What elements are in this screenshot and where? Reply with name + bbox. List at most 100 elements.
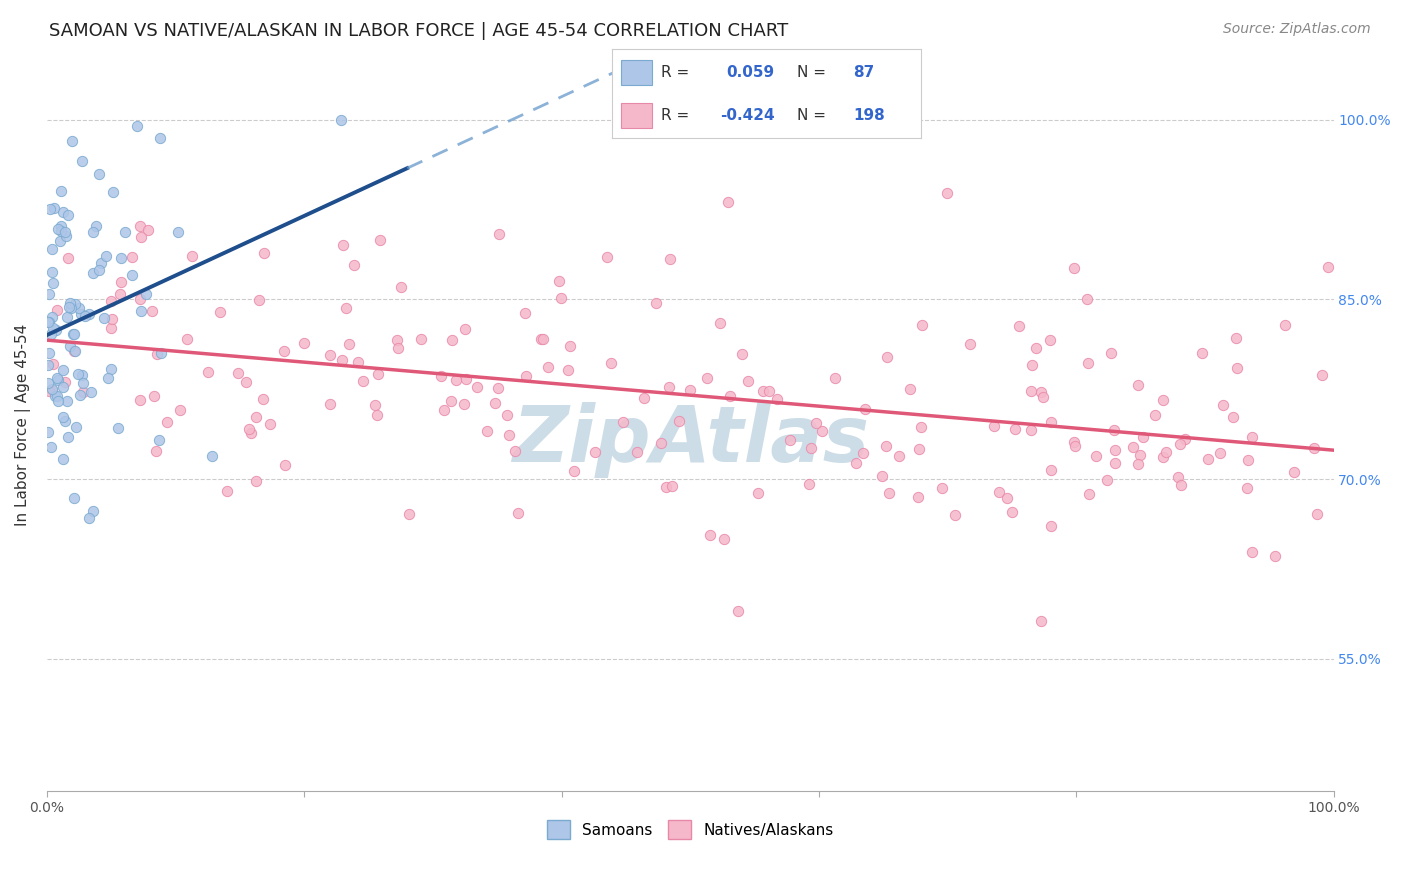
Point — [633, 392, 655, 406]
Text: N =: N = — [797, 108, 827, 122]
Point — [1170, 478, 1192, 492]
Point — [550, 291, 572, 305]
Point — [995, 491, 1018, 505]
Point — [56, 310, 79, 324]
Point — [46, 221, 69, 235]
Point — [1240, 430, 1263, 444]
Point — [148, 131, 170, 145]
Point — [659, 252, 682, 266]
Point — [94, 249, 117, 263]
Point — [239, 426, 262, 441]
Point — [810, 425, 832, 439]
Point — [1167, 470, 1189, 484]
Point — [97, 371, 120, 385]
Point — [557, 363, 579, 377]
Point — [910, 420, 932, 434]
Point — [39, 440, 62, 454]
Point — [46, 370, 69, 384]
Point — [46, 373, 69, 387]
Point — [1126, 458, 1149, 472]
Point — [441, 333, 464, 347]
Point — [887, 450, 910, 464]
Point — [37, 314, 59, 328]
Point — [142, 388, 165, 402]
Point — [718, 388, 741, 402]
Point — [515, 369, 537, 384]
Point — [69, 388, 91, 402]
Point — [41, 357, 63, 371]
Point — [129, 219, 152, 234]
Point — [41, 383, 63, 397]
Point — [877, 485, 900, 500]
Y-axis label: In Labor Force | Age 45-54: In Labor Force | Age 45-54 — [15, 324, 31, 526]
Text: -0.424: -0.424 — [720, 108, 775, 122]
Point — [343, 258, 366, 272]
Point — [1168, 437, 1191, 451]
Text: 198: 198 — [853, 108, 884, 122]
Point — [63, 343, 86, 358]
Point — [1306, 508, 1329, 522]
Point — [73, 309, 96, 323]
Point — [758, 384, 780, 399]
Point — [87, 167, 110, 181]
Point — [898, 382, 921, 396]
Point — [1274, 318, 1296, 332]
Point — [1282, 465, 1305, 479]
Point — [959, 336, 981, 351]
Point — [70, 307, 93, 321]
Point — [1222, 410, 1244, 425]
Point — [747, 485, 769, 500]
Point — [70, 153, 93, 168]
Point — [56, 393, 79, 408]
Point — [63, 327, 86, 342]
Point — [486, 381, 509, 395]
Point — [411, 332, 433, 346]
Point — [352, 374, 374, 388]
Point — [907, 490, 929, 504]
Point — [727, 603, 749, 617]
Point — [498, 427, 520, 442]
Point — [129, 392, 152, 407]
Point — [488, 227, 510, 241]
Point — [330, 112, 353, 127]
Point — [1076, 293, 1098, 307]
Point — [1039, 333, 1062, 347]
Point — [41, 242, 63, 256]
Point — [496, 409, 519, 423]
Point — [330, 352, 353, 367]
Point — [42, 201, 65, 215]
Point — [1241, 545, 1264, 559]
Point — [197, 366, 219, 380]
Point — [853, 402, 876, 417]
Point — [292, 335, 315, 350]
Point — [37, 376, 59, 390]
Point — [1085, 449, 1108, 463]
Point — [107, 420, 129, 434]
Point — [49, 224, 72, 238]
Point — [1197, 451, 1219, 466]
Point — [1039, 415, 1062, 429]
Point — [1040, 518, 1063, 533]
Point — [655, 480, 678, 494]
Point — [208, 304, 231, 318]
Point — [699, 528, 721, 542]
Point — [599, 356, 621, 370]
Point — [398, 507, 420, 521]
Point — [1174, 432, 1197, 446]
Point — [737, 375, 759, 389]
Point — [1208, 446, 1230, 460]
Point — [77, 511, 100, 525]
Point — [1029, 385, 1052, 400]
Point — [39, 326, 62, 341]
Point — [59, 296, 82, 310]
Point — [110, 251, 132, 265]
Point — [513, 306, 536, 320]
Point — [368, 233, 391, 247]
Point — [121, 268, 143, 282]
Point — [668, 414, 690, 428]
Point — [1021, 384, 1043, 398]
Point — [252, 392, 274, 406]
Point — [150, 346, 173, 360]
Point — [67, 301, 90, 316]
Point — [1225, 331, 1247, 345]
